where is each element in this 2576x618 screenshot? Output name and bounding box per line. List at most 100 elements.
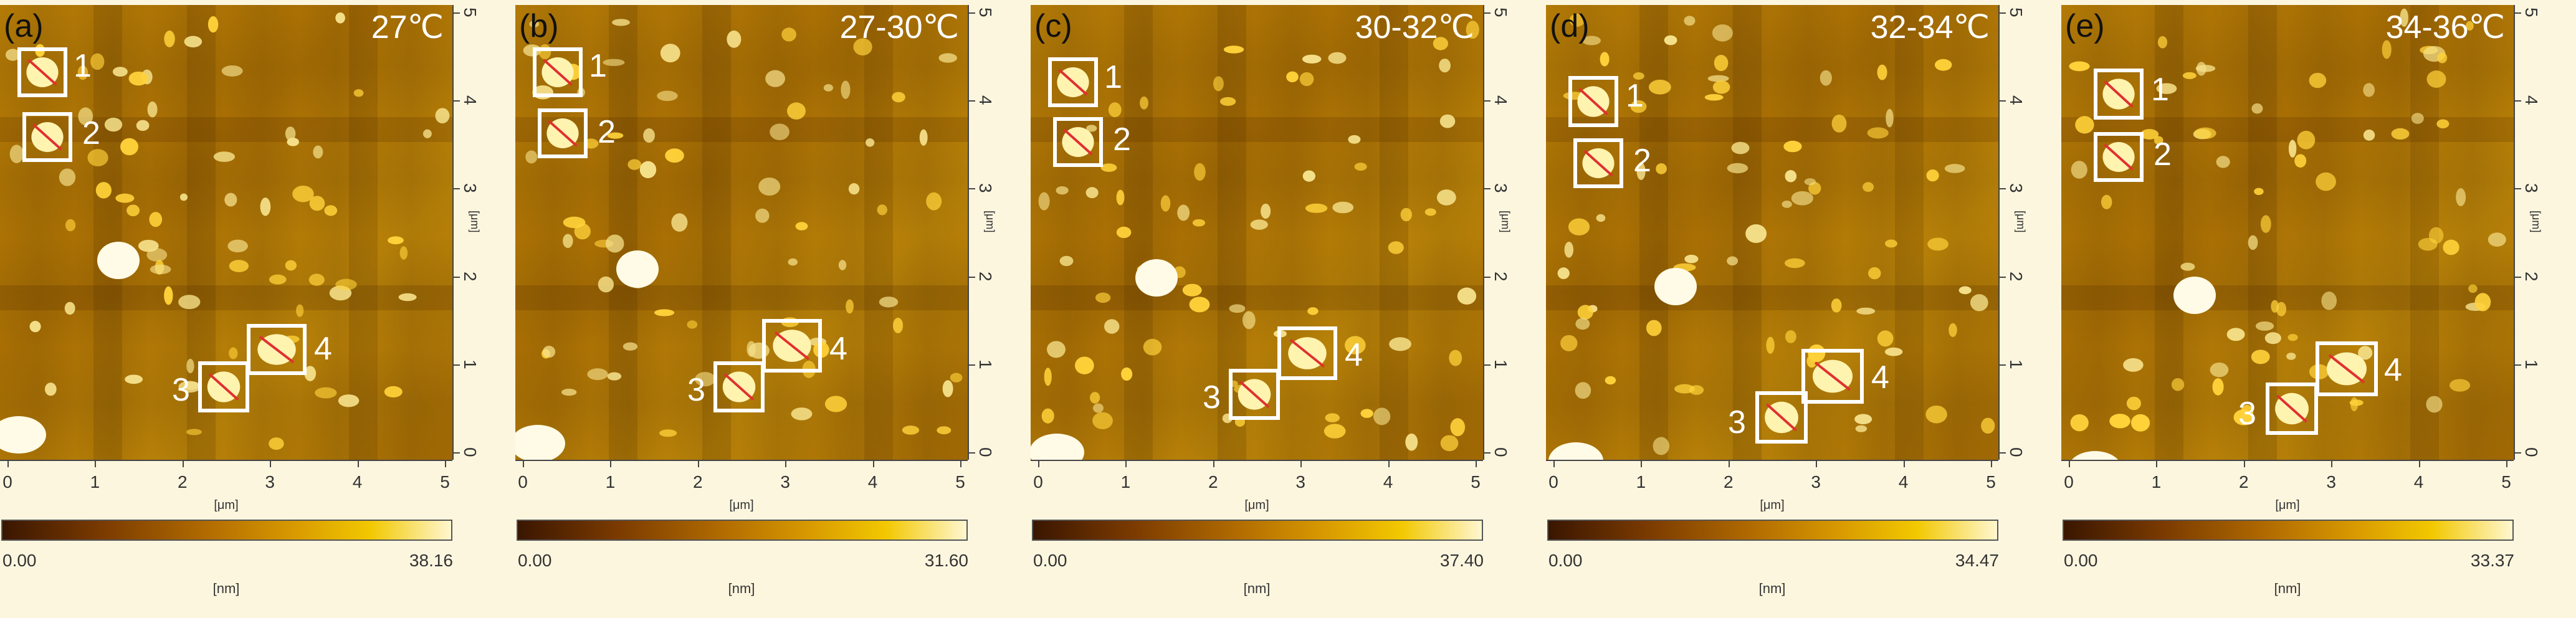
x-tick xyxy=(872,460,874,467)
particle xyxy=(866,138,875,147)
y-tick xyxy=(968,188,975,190)
box-number: 2 xyxy=(1113,121,1131,158)
particle xyxy=(937,426,952,435)
color-bar-unit: [nm] xyxy=(212,581,240,596)
particle xyxy=(1092,403,1104,413)
particle xyxy=(1177,204,1190,221)
box-number: 4 xyxy=(314,331,332,367)
particle xyxy=(29,321,41,333)
particle xyxy=(2400,8,2408,27)
large-particle xyxy=(2071,451,2119,460)
y-tick xyxy=(1998,100,2006,102)
particle xyxy=(788,258,798,266)
y-tick xyxy=(452,100,460,102)
particle xyxy=(1044,368,1052,386)
y-tick-label: 4 xyxy=(976,95,995,105)
color-bar-min: 0.00 xyxy=(518,551,552,570)
y-tick xyxy=(1998,364,2006,366)
particle xyxy=(2171,378,2185,391)
selection-box xyxy=(2266,383,2318,435)
particle xyxy=(1785,330,1796,343)
x-tick xyxy=(95,460,97,467)
particle xyxy=(1791,191,1813,206)
particle xyxy=(5,49,21,61)
x-tick-label: 3 xyxy=(780,472,790,492)
particle xyxy=(892,92,905,103)
line-profile-cut xyxy=(1766,403,1797,432)
box-number: 4 xyxy=(2384,352,2402,388)
line-profile-cut xyxy=(2104,143,2134,171)
y-tick xyxy=(2514,276,2521,278)
color-bar-unit: [nm] xyxy=(1758,581,1786,596)
color-bar-unit: [nm] xyxy=(2274,581,2301,596)
box-number: 1 xyxy=(1626,78,1644,114)
line-profile-cut xyxy=(774,331,810,361)
particle xyxy=(1863,182,1874,193)
x-tick-label: 1 xyxy=(90,472,100,492)
particle xyxy=(2140,129,2159,140)
particle xyxy=(164,31,175,47)
particle xyxy=(893,318,904,333)
particle xyxy=(125,374,143,384)
particle xyxy=(2286,353,2296,360)
particle xyxy=(1229,304,1246,313)
particle xyxy=(150,264,171,275)
x-tick xyxy=(960,460,961,467)
particle xyxy=(612,19,630,26)
box-number: 3 xyxy=(1203,379,1221,416)
selection-box xyxy=(1568,76,1618,127)
height-color-bar xyxy=(1032,520,1483,541)
particle xyxy=(2212,378,2224,396)
particle xyxy=(1324,424,1346,439)
particle xyxy=(1766,336,1775,354)
particle xyxy=(877,204,887,216)
x-tick xyxy=(270,460,272,467)
particle-layer xyxy=(1548,13,1995,460)
particle xyxy=(1745,224,1767,243)
particle xyxy=(1981,417,1995,434)
large-particle xyxy=(1654,268,1697,305)
x-tick xyxy=(1991,460,1992,467)
panel-label: (d) xyxy=(1550,8,1590,44)
particle xyxy=(1189,297,1210,313)
color-bar-max: 31.60 xyxy=(924,551,968,570)
y-tick-label: 0 xyxy=(460,447,480,457)
color-bar-unit: [nm] xyxy=(728,581,755,596)
particle xyxy=(603,59,625,66)
x-axis-unit: [μm] xyxy=(1760,498,1785,512)
particle xyxy=(853,38,872,56)
particle xyxy=(1877,64,1887,80)
particle xyxy=(2449,379,2471,392)
particle xyxy=(1557,267,1570,280)
particle xyxy=(1424,208,1436,216)
y-tick-label: 3 xyxy=(2006,183,2026,193)
x-tick xyxy=(1476,460,1477,467)
scan-band xyxy=(1895,5,1924,460)
temperature-label: 34-36℃ xyxy=(2385,9,2505,45)
particle xyxy=(2255,321,2274,331)
y-tick-label: 3 xyxy=(1491,183,1510,193)
particle xyxy=(1646,320,1662,336)
scan-band xyxy=(609,5,637,460)
box-number: 3 xyxy=(687,372,705,408)
y-tick-label: 2 xyxy=(460,271,480,282)
particle xyxy=(184,36,203,48)
particle xyxy=(1707,75,1729,82)
x-tick xyxy=(610,460,612,467)
y-tick-label: 1 xyxy=(976,359,995,369)
particle xyxy=(2180,262,2195,271)
particle xyxy=(1785,170,1797,183)
particle xyxy=(623,342,638,351)
afm-panel: 1 2 3 4 (b) 27-30℃ 0 1 2 3 4 5 [μm] 0 1 2 3 4 5 [μm] 0.00 31.… xyxy=(515,0,1031,618)
line-profile-cut xyxy=(27,59,57,86)
y-tick-label: 5 xyxy=(1491,7,1510,17)
y-axis: 0 1 2 3 4 5 [μm] xyxy=(1483,5,1520,460)
particle xyxy=(2101,194,2112,209)
particle xyxy=(1704,93,1724,101)
particle xyxy=(525,150,538,164)
particle xyxy=(186,358,194,374)
particle xyxy=(353,89,364,97)
particle xyxy=(660,44,680,63)
particle xyxy=(399,246,408,260)
particle xyxy=(1877,330,1894,347)
